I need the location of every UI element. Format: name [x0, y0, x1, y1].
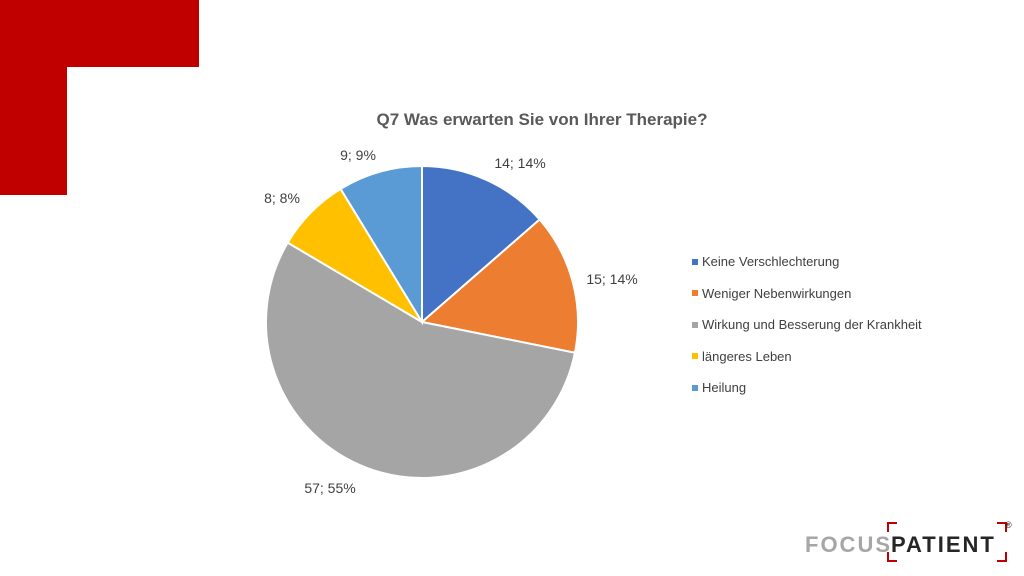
legend-item-1: Keine Verschlechterung [692, 246, 922, 278]
logo-bracket-top-left [887, 522, 897, 532]
decorative-red-block-top [0, 0, 199, 67]
legend-item-4: längeres Leben [692, 341, 922, 373]
logo-word-patient: PATIENT [891, 532, 996, 557]
logo-registered-mark: ® [1005, 520, 1012, 530]
logo-bracket-bottom-left [887, 552, 897, 562]
slice-data-label-2: 15; 14% [586, 271, 637, 287]
legend-item-3: Wirkung und Besserung der Krankheit [692, 309, 922, 341]
logo-bracket-bottom-right [997, 552, 1007, 562]
chart-legend: Keine Verschlechterung Weniger Nebenwirku… [692, 246, 922, 404]
legend-swatch [692, 258, 698, 265]
pie-slice-1 [421, 164, 542, 325]
slice-data-label-3: 57; 55% [304, 480, 355, 496]
legend-swatch [692, 384, 698, 391]
legend-swatch [692, 353, 698, 360]
decorative-red-block-side [0, 67, 67, 195]
legend-label: Heilung [702, 380, 747, 396]
legend-label: längeres Leben [702, 348, 792, 364]
pie-slice-2 [419, 218, 579, 354]
logo-bracket-top-right [997, 522, 1007, 532]
slice-data-label-5: 9; 9% [340, 147, 376, 163]
slice-data-label-1: 14; 14% [494, 155, 545, 171]
pie-slice-5 [339, 164, 423, 326]
legend-swatch [692, 290, 698, 297]
legend-item-5: Heilung [692, 372, 922, 404]
legend-label: Keine Verschlechterung [702, 254, 840, 270]
legend-label: Weniger Nebenwirkungen [702, 285, 852, 301]
legend-item-2: Weniger Nebenwirkungen [692, 278, 922, 310]
logo-word-focus: FOCUS [805, 532, 892, 557]
legend-label: Wirkung und Besserung der Krankheit [702, 317, 922, 333]
legend-swatch [692, 321, 698, 328]
slice-data-label-4: 8; 8% [264, 190, 300, 206]
focus-patient-logo: FOCUS PATIENT ® [805, 520, 1017, 562]
pie-slice-3 [265, 241, 577, 479]
chart-title: Q7 Was erwarten Sie von Ihrer Therapie? [376, 110, 708, 129]
